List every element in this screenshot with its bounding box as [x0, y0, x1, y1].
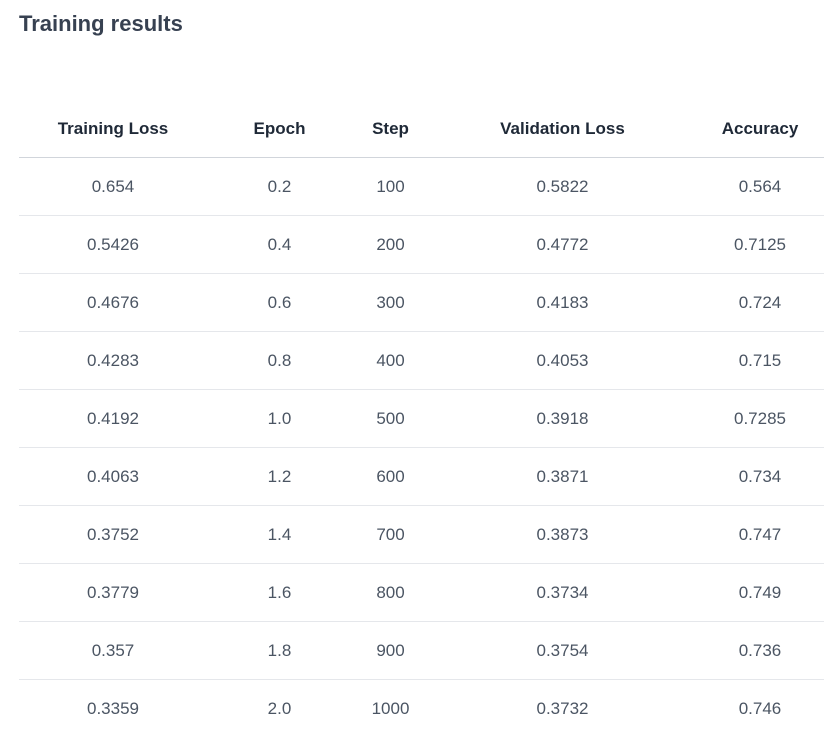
table-row: 0.4676 0.6 300 0.4183 0.724 [19, 274, 824, 332]
cell-step: 400 [352, 332, 429, 390]
cell-accuracy: 0.715 [696, 332, 824, 390]
cell-step: 600 [352, 448, 429, 506]
column-header-step: Step [352, 101, 429, 158]
table-row: 0.4283 0.8 400 0.4053 0.715 [19, 332, 824, 390]
cell-epoch: 1.8 [207, 622, 352, 680]
cell-validation-loss: 0.3871 [429, 448, 696, 506]
cell-training-loss: 0.4063 [19, 448, 207, 506]
cell-epoch: 0.8 [207, 332, 352, 390]
cell-training-loss: 0.5426 [19, 216, 207, 274]
cell-epoch: 2.0 [207, 680, 352, 737]
table-row: 0.3359 2.0 1000 0.3732 0.746 [19, 680, 824, 737]
cell-training-loss: 0.4676 [19, 274, 207, 332]
table-row: 0.3779 1.6 800 0.3734 0.749 [19, 564, 824, 622]
cell-training-loss: 0.3359 [19, 680, 207, 737]
cell-step: 200 [352, 216, 429, 274]
cell-training-loss: 0.3752 [19, 506, 207, 564]
cell-validation-loss: 0.3734 [429, 564, 696, 622]
cell-accuracy: 0.7125 [696, 216, 824, 274]
cell-step: 500 [352, 390, 429, 448]
table-row: 0.5426 0.4 200 0.4772 0.7125 [19, 216, 824, 274]
table-row: 0.3752 1.4 700 0.3873 0.747 [19, 506, 824, 564]
table-row: 0.654 0.2 100 0.5822 0.564 [19, 158, 824, 216]
cell-accuracy: 0.746 [696, 680, 824, 737]
cell-training-loss: 0.357 [19, 622, 207, 680]
cell-validation-loss: 0.3873 [429, 506, 696, 564]
cell-epoch: 0.2 [207, 158, 352, 216]
cell-validation-loss: 0.4053 [429, 332, 696, 390]
cell-validation-loss: 0.3732 [429, 680, 696, 737]
cell-accuracy: 0.749 [696, 564, 824, 622]
cell-validation-loss: 0.3918 [429, 390, 696, 448]
cell-step: 100 [352, 158, 429, 216]
cell-epoch: 1.0 [207, 390, 352, 448]
cell-epoch: 1.2 [207, 448, 352, 506]
column-header-epoch: Epoch [207, 101, 352, 158]
cell-epoch: 0.6 [207, 274, 352, 332]
cell-accuracy: 0.564 [696, 158, 824, 216]
cell-training-loss: 0.654 [19, 158, 207, 216]
cell-accuracy: 0.734 [696, 448, 824, 506]
cell-validation-loss: 0.5822 [429, 158, 696, 216]
cell-epoch: 0.4 [207, 216, 352, 274]
cell-validation-loss: 0.4772 [429, 216, 696, 274]
table-row: 0.4063 1.2 600 0.3871 0.734 [19, 448, 824, 506]
cell-step: 300 [352, 274, 429, 332]
cell-validation-loss: 0.3754 [429, 622, 696, 680]
cell-accuracy: 0.7285 [696, 390, 824, 448]
training-results-table: Training Loss Epoch Step Validation Loss… [19, 101, 824, 737]
cell-accuracy: 0.747 [696, 506, 824, 564]
cell-validation-loss: 0.4183 [429, 274, 696, 332]
table-header-row: Training Loss Epoch Step Validation Loss… [19, 101, 824, 158]
cell-accuracy: 0.724 [696, 274, 824, 332]
table-row: 0.357 1.8 900 0.3754 0.736 [19, 622, 824, 680]
column-header-training-loss: Training Loss [19, 101, 207, 158]
cell-step: 900 [352, 622, 429, 680]
column-header-accuracy: Accuracy [696, 101, 824, 158]
cell-step: 800 [352, 564, 429, 622]
table-row: 0.4192 1.0 500 0.3918 0.7285 [19, 390, 824, 448]
cell-accuracy: 0.736 [696, 622, 824, 680]
page-title: Training results [19, 9, 183, 39]
cell-epoch: 1.6 [207, 564, 352, 622]
column-header-validation-loss: Validation Loss [429, 101, 696, 158]
cell-step: 1000 [352, 680, 429, 737]
cell-training-loss: 0.4192 [19, 390, 207, 448]
cell-training-loss: 0.4283 [19, 332, 207, 390]
cell-step: 700 [352, 506, 429, 564]
cell-training-loss: 0.3779 [19, 564, 207, 622]
cell-epoch: 1.4 [207, 506, 352, 564]
